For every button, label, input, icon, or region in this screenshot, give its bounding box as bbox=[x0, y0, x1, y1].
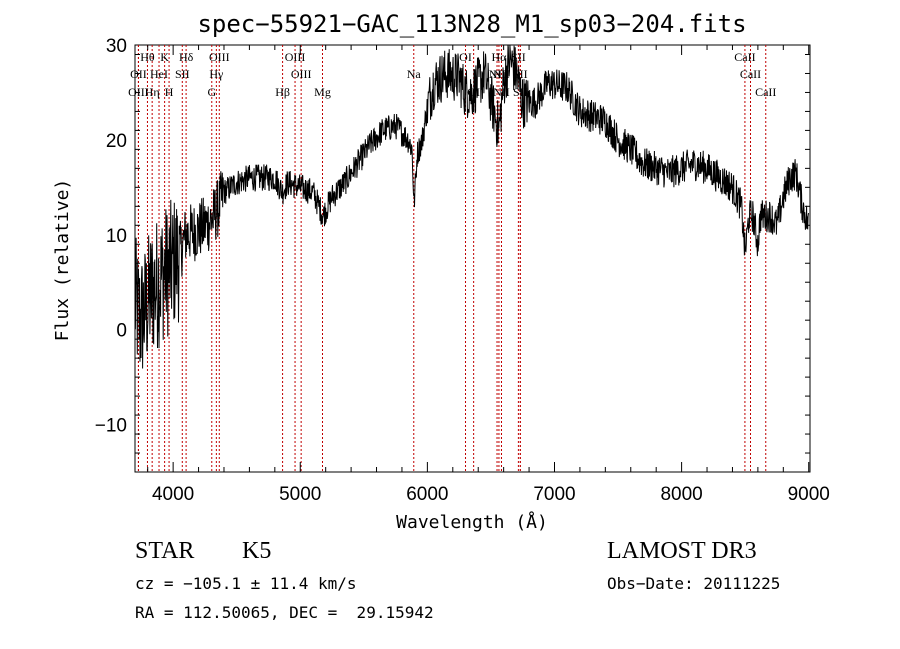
line-label-12: Hγ bbox=[209, 67, 224, 81]
spectrum-line bbox=[134, 44, 809, 369]
x-tick-labels: 4000 5000 6000 7000 8000 9000 bbox=[152, 484, 830, 505]
x-tick-label-2: 6000 bbox=[406, 484, 448, 505]
redshift-cz: cz = −105.1 ± 11.4 km/s bbox=[135, 574, 357, 593]
line-label-18: CaII bbox=[740, 67, 761, 81]
line-label-5: OI bbox=[459, 50, 472, 64]
line-label-20: Hη bbox=[145, 85, 160, 99]
y-tick-label-2: 10 bbox=[106, 226, 127, 247]
plot-frame bbox=[134, 44, 811, 473]
line-label-6: Hα bbox=[491, 50, 507, 64]
line-label-9: OII bbox=[130, 67, 147, 81]
y-tick-label-4: 30 bbox=[106, 36, 127, 57]
spectral-line-markers bbox=[137, 45, 767, 472]
line-label-11: SII bbox=[175, 67, 190, 81]
line-label-22: G bbox=[207, 85, 216, 99]
line-label-10: HeI bbox=[150, 67, 168, 81]
x-axis-label: Wavelength (Å) bbox=[396, 511, 548, 533]
ra-dec: RA = 112.50065, DEC = 29.15942 bbox=[135, 603, 434, 622]
y-tick-labels: −10 0 10 20 30 bbox=[95, 36, 127, 437]
line-label-13: OIII bbox=[291, 67, 312, 81]
x-tick-label-4: 8000 bbox=[660, 484, 702, 505]
x-tick-label-3: 7000 bbox=[533, 484, 575, 505]
y-axis-label: Flux (relative) bbox=[52, 179, 73, 342]
y-tick-label-1: 0 bbox=[116, 321, 127, 342]
line-label-2: Hδ bbox=[179, 50, 194, 64]
object-class: STAR bbox=[135, 538, 195, 564]
line-label-8: CaII bbox=[734, 50, 755, 64]
object-subclass: K5 bbox=[242, 538, 272, 564]
survey-name: LAMOST DR3 bbox=[607, 538, 757, 564]
x-tick-label-1: 5000 bbox=[279, 484, 321, 505]
line-label-3: OIII bbox=[209, 50, 230, 64]
line-label-14: Na bbox=[407, 67, 422, 81]
x-tick-label-5: 9000 bbox=[788, 484, 830, 505]
line-label-24: Mg bbox=[314, 85, 331, 99]
x-tick-label-0: 4000 bbox=[152, 484, 194, 505]
axis-ticks bbox=[135, 45, 810, 473]
line-label-1: K bbox=[160, 50, 169, 64]
line-label-28: CaII bbox=[755, 85, 776, 99]
y-tick-label-3: 20 bbox=[106, 131, 127, 152]
line-label-15: NII bbox=[489, 67, 506, 81]
line-label-23: Hβ bbox=[275, 85, 290, 99]
observation-date: Obs−Date: 20111225 bbox=[607, 574, 781, 593]
chart-title: spec−55921−GAC_113N28_M1_sp03−204.fits bbox=[197, 10, 746, 38]
line-label-4: OIII bbox=[285, 50, 306, 64]
line-label-21: H bbox=[165, 85, 174, 99]
line-label-0: Hθ bbox=[140, 50, 155, 64]
y-tick-label-0: −10 bbox=[95, 416, 127, 437]
